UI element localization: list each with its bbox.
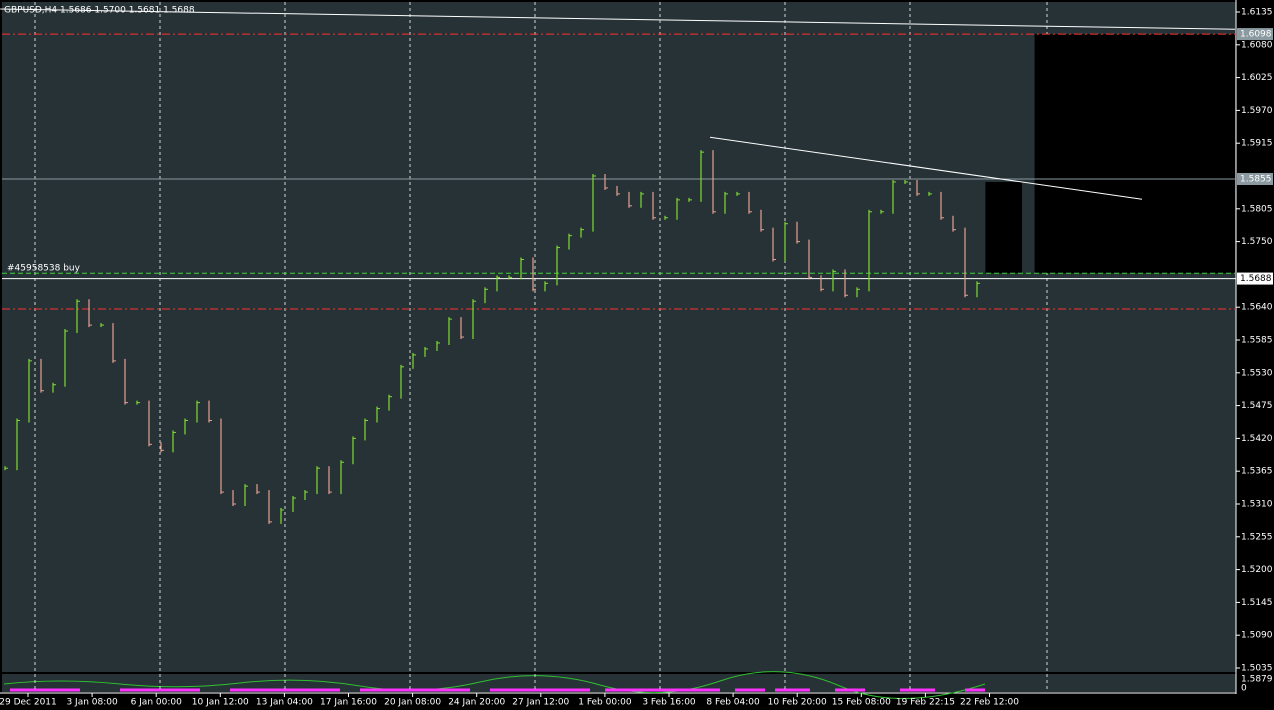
y-tick-label: 1.5585 xyxy=(1241,336,1273,346)
indicator-line xyxy=(3,671,986,699)
box xyxy=(1034,34,1235,274)
price-tag-label: 1.5688 xyxy=(1240,274,1272,284)
x-tick-label: 6 Jan 00:00 xyxy=(131,698,183,708)
y-tick-label: 1.6135 xyxy=(1241,8,1273,18)
x-tick-label: 19 Feb 22:15 xyxy=(896,698,955,708)
y-tick-label: 1.5255 xyxy=(1241,532,1273,542)
y-tick-label: 1.5750 xyxy=(1241,237,1273,247)
y-tick-label: 1.5200 xyxy=(1241,565,1273,575)
y-tick-label: 1.5970 xyxy=(1241,106,1273,116)
price-tag-label: 1.5855 xyxy=(1240,174,1272,184)
x-tick-label: 17 Jan 16:00 xyxy=(320,698,377,708)
x-tick-label: 8 Feb 04:00 xyxy=(706,698,760,708)
x-tick-label: 1 Feb 00:00 xyxy=(578,698,632,708)
y-tick-label: 1.5915 xyxy=(1241,139,1273,149)
y-tick-label: 1.6025 xyxy=(1241,73,1273,83)
plot-area xyxy=(2,2,1236,672)
y-tick-label: 1.5805 xyxy=(1241,204,1273,214)
x-tick-label: 22 Feb 12:00 xyxy=(960,698,1019,708)
x-tick-label: 3 Jan 08:00 xyxy=(66,698,118,708)
x-tick-label: 13 Jan 04:00 xyxy=(256,698,313,708)
x-tick-label: 3 Feb 16:00 xyxy=(642,698,696,708)
y-tick-label: 1.5420 xyxy=(1241,434,1273,444)
y-tick-label: 1.5475 xyxy=(1241,401,1273,411)
y-tick-label: 1.5145 xyxy=(1241,598,1273,608)
trendline xyxy=(709,136,1143,200)
trendline xyxy=(0,8,1236,30)
x-tick-label: 20 Jan 08:00 xyxy=(384,698,441,708)
x-tick-label: 15 Feb 08:00 xyxy=(832,698,891,708)
x-tick-label: 27 Jan 12:00 xyxy=(512,698,569,708)
y-tick-label: 1.5035 xyxy=(1241,664,1273,674)
order-label: #45958538 buy xyxy=(7,264,81,274)
box xyxy=(985,181,1022,274)
y-tick-label: 1.5090 xyxy=(1241,631,1273,641)
y-tick-label: 1.5640 xyxy=(1241,303,1273,313)
price-tag-label: 1.6098 xyxy=(1240,30,1272,40)
price-tag xyxy=(1237,28,1273,41)
y-tick-label: 1.6080 xyxy=(1241,40,1273,50)
price-tag xyxy=(1237,172,1273,185)
price-tag xyxy=(1237,272,1273,285)
y-tick-label: 1.5365 xyxy=(1241,467,1273,477)
x-tick-label: 10 Jan 12:00 xyxy=(192,698,249,708)
indicator-panel xyxy=(2,674,1236,692)
x-tick-label: 24 Jan 20:00 xyxy=(448,698,505,708)
x-tick-label: 10 Feb 20:00 xyxy=(768,698,827,708)
indicator-tag: 0 xyxy=(1241,684,1247,694)
indicator-tag: 1.5879 xyxy=(1241,675,1273,685)
y-tick-label: 1.5530 xyxy=(1241,368,1273,378)
y-tick-label: 1.5310 xyxy=(1241,500,1273,510)
x-tick-label: 29 Dec 2011 xyxy=(0,698,57,708)
